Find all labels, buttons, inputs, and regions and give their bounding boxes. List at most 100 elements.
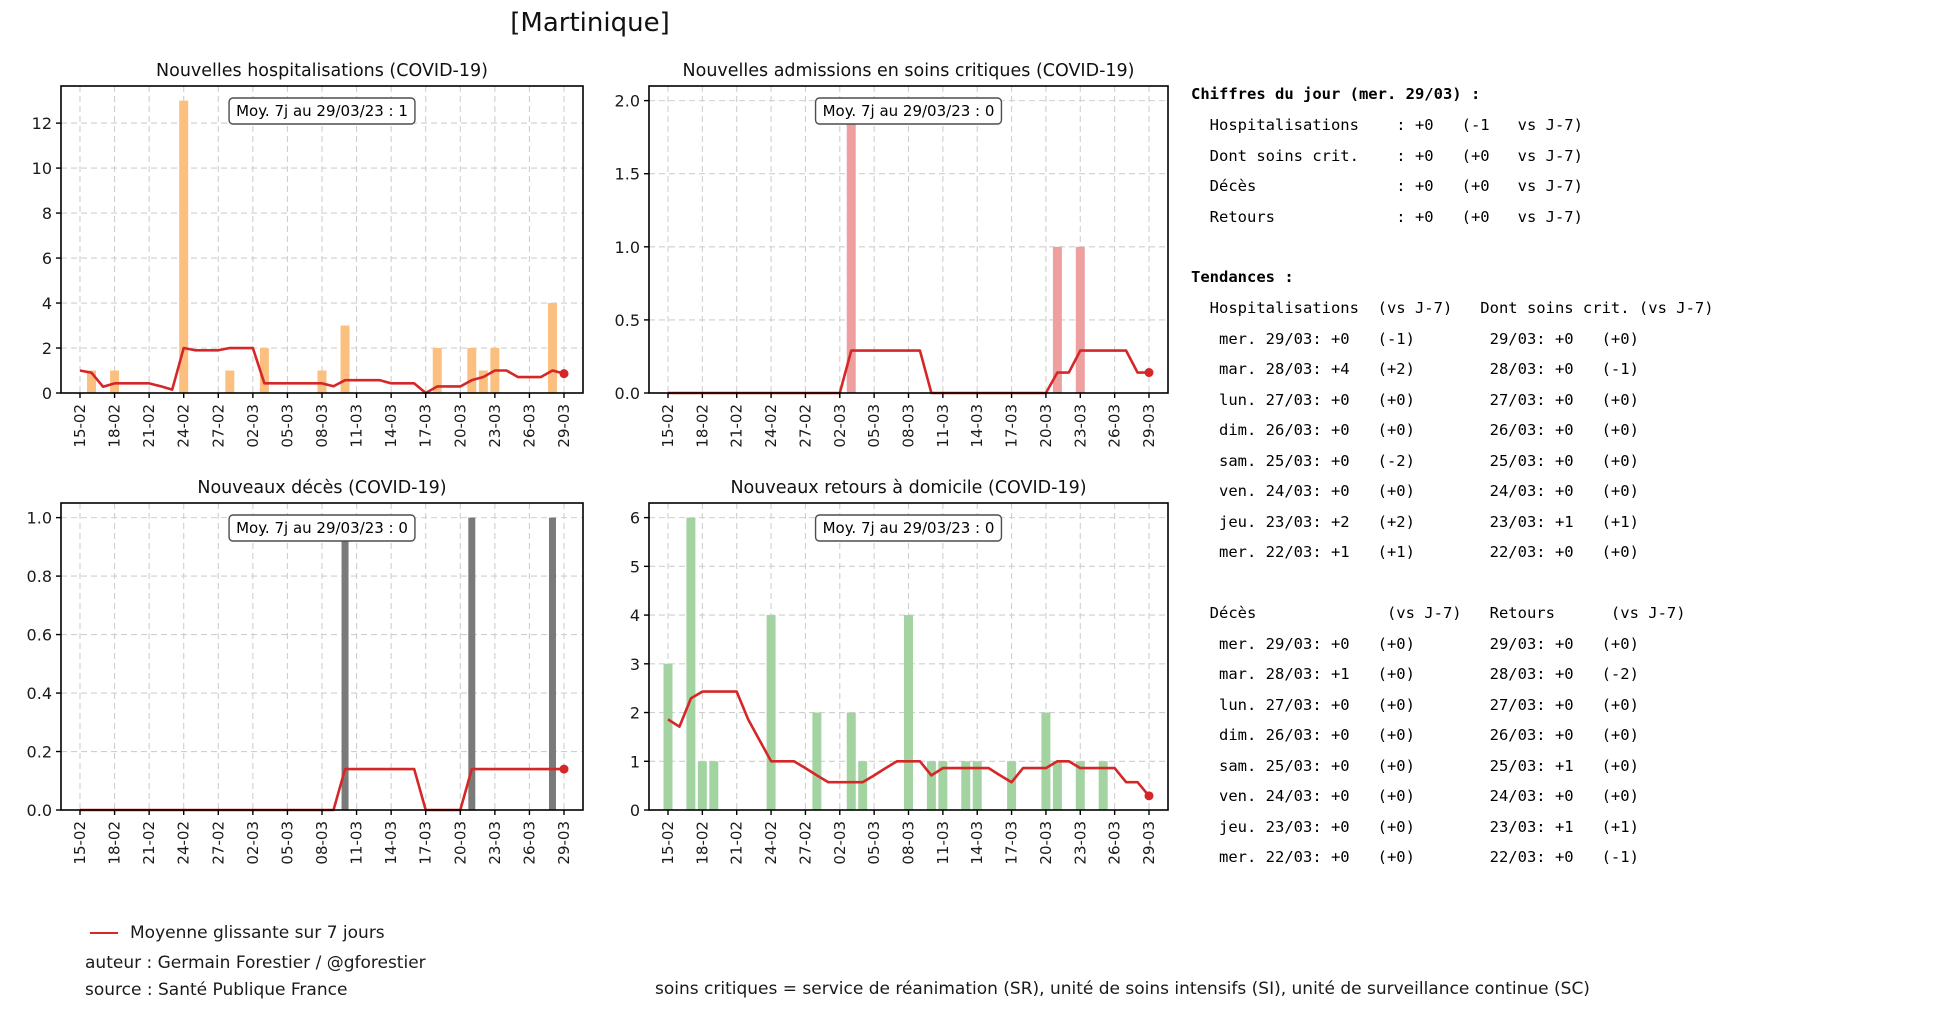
- chart-soins-critiques: 15-02 18-02 21-02 24-02 27-02 02-03 05-03 08-03…: [615, 61, 1169, 448]
- bar: [259, 348, 269, 393]
- y-tick-label: 10: [32, 159, 52, 178]
- bar: [1075, 761, 1085, 810]
- chart-title: Nouvelles hospitalisations (COVID-19): [156, 61, 488, 81]
- y-tick-label: 2: [630, 704, 640, 723]
- x-tick-label: 27-02: [796, 821, 814, 865]
- y-tick-label: 0.0: [27, 801, 52, 820]
- x-tick-label: 02-03: [244, 821, 262, 865]
- y-tick-label: 0.0: [615, 384, 640, 403]
- x-tick-label: 27-02: [796, 404, 814, 448]
- legend: Moyenne glissante sur 7 jours: [90, 920, 385, 946]
- x-tick-label: 14-03: [382, 404, 400, 448]
- bar: [340, 325, 350, 393]
- x-tick-label: 26-03: [1106, 821, 1124, 865]
- y-tick-label: 2.0: [615, 92, 640, 111]
- x-tick-label: 24-02: [762, 821, 780, 865]
- x-tick-label: 17-03: [1003, 404, 1021, 448]
- bar: [225, 370, 235, 393]
- x-tick-label: 08-03: [900, 821, 918, 865]
- x-tick-label: 27-02: [209, 821, 227, 865]
- bar: [317, 370, 327, 393]
- bar: [1052, 761, 1062, 810]
- y-tick-label: 0.2: [27, 743, 52, 762]
- bar: [548, 517, 556, 810]
- y-tick-label: 0.8: [27, 567, 52, 586]
- x-tick-label: 20-03: [451, 821, 469, 865]
- x-tick-label: 14-03: [968, 404, 986, 448]
- x-tick-label: 23-03: [486, 404, 504, 448]
- x-tick-label: 21-02: [140, 404, 158, 448]
- x-tick-label: 24-02: [762, 404, 780, 448]
- annotation-label: Moy. 7j au 29/03/23 : 1: [236, 102, 408, 120]
- moving-average-endpoint: [1144, 368, 1154, 378]
- x-tick-label: 02-03: [831, 404, 849, 448]
- chart-title: Nouvelles admissions en soins critiques …: [683, 61, 1135, 81]
- x-tick-label: 20-03: [451, 404, 469, 448]
- x-tick-label: 17-03: [417, 821, 435, 865]
- x-tick-label: 23-03: [1071, 821, 1089, 865]
- legend-line-swatch: [90, 932, 118, 934]
- bar: [938, 761, 948, 810]
- y-tick-label: 4: [630, 606, 640, 625]
- x-tick-label: 05-03: [278, 404, 296, 448]
- trends-table-deces-retours: Décès (vs J-7) Retours (vs J-7) mer. 29/…: [1209, 604, 1686, 866]
- x-tick-label: 23-03: [486, 821, 504, 865]
- bar: [858, 761, 868, 810]
- y-tick-label: 8: [42, 204, 52, 223]
- x-tick-label: 29-03: [555, 404, 573, 448]
- bar: [686, 517, 696, 810]
- x-tick-label: 26-03: [1106, 404, 1124, 448]
- x-tick-label: 11-03: [934, 821, 952, 865]
- daily-figures-rows: Hospitalisations : +0 (-1 vs J-7) Dont s…: [1209, 116, 1583, 226]
- x-tick-label: 18-02: [693, 404, 711, 448]
- bar: [846, 712, 856, 810]
- x-tick-label: 20-03: [1037, 821, 1055, 865]
- x-tick-label: 24-02: [175, 821, 193, 865]
- annotation-label: Moy. 7j au 29/03/23 : 0: [823, 102, 995, 120]
- x-tick-label: 05-03: [865, 404, 883, 448]
- annotation-box: [228, 97, 416, 125]
- critical-care-note: soins critiques = service de réanimation…: [655, 979, 1590, 999]
- x-tick-label: 05-03: [278, 821, 296, 865]
- x-tick-label: 08-03: [313, 821, 331, 865]
- chart-hospitalisations: 15-02 18-02 21-02 24-02 27-02 02-03 05-03 08-03…: [32, 61, 584, 448]
- y-tick-label: 0.6: [27, 626, 52, 645]
- bar: [1007, 761, 1017, 810]
- legend-label: Moyenne glissante sur 7 jours: [130, 923, 385, 943]
- bar: [904, 615, 913, 810]
- bar: [663, 663, 673, 810]
- x-tick-label: 18-02: [106, 404, 124, 448]
- y-tick-label: 1: [630, 752, 640, 771]
- y-tick-label: 0.4: [27, 684, 52, 703]
- y-tick-label: 4: [42, 294, 52, 313]
- y-tick-label: 0: [630, 801, 640, 820]
- moving-average-endpoint: [559, 369, 569, 379]
- x-tick-label: 21-02: [728, 821, 746, 865]
- y-tick-label: 0: [42, 384, 52, 403]
- y-tick-label: 6: [630, 509, 640, 528]
- bar: [961, 761, 971, 810]
- y-tick-label: 0.5: [615, 311, 640, 330]
- bar: [1098, 761, 1108, 810]
- annotation-box: [814, 97, 1003, 125]
- x-tick-label: 14-03: [382, 821, 400, 865]
- bar: [697, 761, 707, 810]
- y-tick-label: 1.5: [615, 165, 640, 184]
- x-tick-label: 17-03: [1003, 821, 1021, 865]
- x-tick-label: 26-03: [520, 404, 538, 448]
- chart-title: Nouveaux décès (COVID-19): [197, 478, 446, 498]
- x-tick-label: 20-03: [1037, 404, 1055, 448]
- moving-average-line: [667, 690, 1150, 797]
- daily-figures-title: Chiffres du jour (mer. 29/03) :: [1191, 85, 1481, 103]
- x-tick-label: 18-02: [106, 821, 124, 865]
- bar: [766, 615, 776, 810]
- bar: [110, 370, 120, 393]
- bar: [179, 100, 189, 393]
- bar: [972, 761, 982, 810]
- x-tick-label: 29-03: [1140, 821, 1158, 865]
- x-tick-label: 02-03: [831, 821, 849, 865]
- x-tick-label: 11-03: [348, 404, 366, 448]
- x-tick-label: 27-02: [209, 404, 227, 448]
